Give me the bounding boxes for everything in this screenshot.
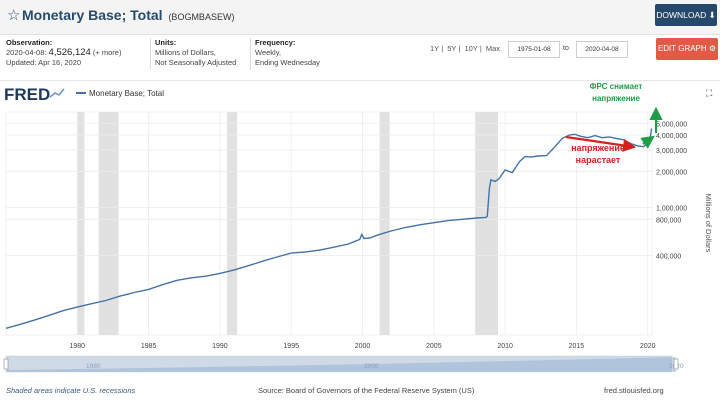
units-label: Units: bbox=[155, 38, 177, 47]
page-title: Monetary Base; Total (BOGMBASEW) bbox=[22, 7, 234, 23]
range-10y[interactable]: 10Y bbox=[464, 44, 478, 53]
range-5y[interactable]: 5Y bbox=[447, 44, 457, 53]
navigator-handle-left[interactable] bbox=[3, 358, 9, 370]
divider bbox=[250, 38, 251, 70]
star-icon[interactable]: ☆ bbox=[7, 7, 21, 24]
range-max[interactable]: Max bbox=[485, 44, 501, 53]
x-tick-label: 2020 bbox=[640, 343, 656, 350]
units-line2: Not Seasonally Adjusted bbox=[155, 58, 237, 67]
relief-arrow-small bbox=[640, 135, 655, 149]
y-tick-label: 4,000,000 bbox=[656, 133, 687, 140]
recession-band bbox=[77, 112, 85, 335]
units-block: Units: Millions of Dollars, Not Seasonal… bbox=[155, 38, 236, 68]
annotation-text: нарастает bbox=[576, 155, 621, 165]
tension-arrow bbox=[565, 135, 637, 152]
download-button[interactable]: DOWNLOAD ⬇ bbox=[655, 4, 717, 26]
navigator-selection bbox=[6, 356, 672, 372]
x-tick-label: 2010 bbox=[497, 343, 513, 350]
navigator-label: 1980 bbox=[86, 363, 101, 370]
divider bbox=[150, 38, 151, 70]
units-line1: Millions of Dollars, bbox=[155, 48, 216, 57]
y-axis-label: Millions of Dollars bbox=[704, 194, 713, 253]
x-tick-label: 2005 bbox=[426, 343, 442, 350]
x-tick-label: 1985 bbox=[141, 343, 157, 350]
frequency-line1: Weekly, bbox=[255, 48, 281, 57]
end-date-input[interactable]: 2020-04-08 bbox=[576, 41, 628, 58]
annotation-text: напряжение bbox=[571, 143, 625, 153]
fred-logo-mark bbox=[49, 88, 65, 98]
series-line bbox=[5, 128, 653, 329]
chart-svg: FRED Monetary Base; Total ⛶ 400,000 800,000 1… bbox=[3, 82, 713, 373]
recession-note[interactable]: Shaded areas indicate U.S. recessions bbox=[6, 386, 136, 395]
fullscreen-icon: ⛶ bbox=[705, 88, 713, 98]
observation-block: Observation: 2020-04-08: 4,526,124 (+ mo… bbox=[6, 38, 121, 68]
y-tick-label: 1,000,000 bbox=[656, 206, 687, 213]
observation-date: 2020-04-08: bbox=[6, 48, 47, 57]
recession-band bbox=[227, 112, 238, 335]
x-tick-label: 1990 bbox=[212, 343, 228, 350]
navigator-handle-right[interactable] bbox=[673, 358, 679, 370]
recession-band bbox=[98, 112, 119, 335]
observation-label: Observation: bbox=[6, 38, 53, 47]
chart-panel: FRED Monetary Base; Total ⛶ 400,000 800,000 1… bbox=[0, 80, 720, 381]
y-tick-label: 3,000,000 bbox=[656, 148, 687, 155]
series-title: Monetary Base; Total bbox=[22, 7, 163, 23]
range-selector: 1Y | 5Y | 10Y | Max bbox=[430, 44, 501, 53]
frequency-block: Frequency: Weekly, Ending Wednesday bbox=[255, 38, 320, 68]
frequency-label: Frequency: bbox=[255, 38, 296, 47]
observation-value: 4,526,124 bbox=[48, 47, 91, 58]
recession-band bbox=[379, 112, 390, 335]
updated-text: Updated: Apr 16, 2020 bbox=[6, 58, 82, 67]
to-label: to bbox=[563, 45, 569, 52]
series-code: (BOGMBASEW) bbox=[168, 12, 235, 22]
frequency-line2: Ending Wednesday bbox=[255, 58, 320, 67]
y-tick-label: 400,000 bbox=[656, 254, 681, 261]
y-tick-label: 800,000 bbox=[656, 217, 681, 224]
x-tick-label: 2015 bbox=[569, 343, 585, 350]
more-link[interactable]: (+ more) bbox=[92, 48, 122, 57]
navigator-area bbox=[6, 357, 676, 372]
y-tick-label: 2,000,000 bbox=[656, 169, 687, 176]
range-1y[interactable]: 1Y bbox=[430, 44, 440, 53]
recession-band bbox=[475, 112, 498, 335]
legend-label: Monetary Base; Total bbox=[89, 89, 164, 98]
fred-logo: FRED bbox=[4, 85, 50, 104]
navigator-label: 2000 bbox=[364, 363, 379, 370]
y-tick-label: 5,000,000 bbox=[656, 121, 687, 128]
x-tick-label: 1995 bbox=[283, 343, 299, 350]
edit-graph-button[interactable]: EDIT GRAPH ⚙ bbox=[656, 38, 718, 60]
start-date-input[interactable]: 1975-01-08 bbox=[508, 41, 560, 58]
source-text: Source: Board of Governors of the Federa… bbox=[258, 386, 475, 395]
annotation-text: ФРС снимает bbox=[590, 82, 643, 91]
x-tick-label: 1980 bbox=[70, 343, 86, 350]
site-link[interactable]: fred.stlouisfed.org bbox=[604, 386, 664, 395]
x-tick-label: 2000 bbox=[355, 343, 371, 350]
title-bar: ☆ Monetary Base; Total (BOGMBASEW) DOWNL… bbox=[0, 0, 720, 35]
annotation-text: напряжение bbox=[592, 94, 640, 103]
